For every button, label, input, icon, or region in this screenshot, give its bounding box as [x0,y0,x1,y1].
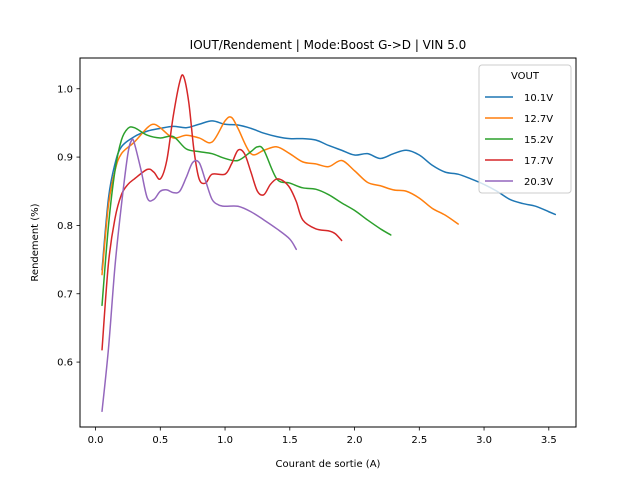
x-axis: 0.0 0.5 1.0 1.5 2.0 2.5 3.0 3.5 [88,427,557,446]
legend-label-12.7V: 12.7V [524,114,553,125]
x-tick-label: 3.0 [476,435,492,446]
series-line-15.2V [101,126,392,307]
y-tick-label: 0.6 [57,358,73,369]
series-line-12.7V [101,116,459,276]
legend-box [478,64,572,194]
y-tick-label: 0.9 [57,153,73,164]
x-axis-label: Courant de sortie (A) [276,459,381,470]
legend-entries: 10.1V 12.7V 15.2V 17.7V 20.3V [485,93,553,188]
y-tick-label: 1.0 [57,84,73,95]
x-tick-label: 0.5 [152,435,168,446]
legend-title: VOUT [511,71,540,82]
series-line-20.3V [101,138,298,413]
chart-title: IOUT/Rendement | Mode:Boost G->D | VIN 5… [190,38,467,52]
x-tick-label: 3.5 [541,435,557,446]
x-tick-label: 1.0 [217,435,233,446]
series-line-17.7V [101,74,343,351]
y-tick-label: 0.8 [57,221,73,232]
plot-frame [79,57,577,428]
axes-layer [79,57,577,428]
legend-label-15.2V: 15.2V [524,135,553,146]
y-tick-label: 0.7 [57,289,73,300]
legend-label-20.3V: 20.3V [524,177,553,188]
x-tick-label: 2.0 [347,435,363,446]
y-axis: 0.6 0.7 0.8 0.9 1.0 [57,84,80,369]
series-layer [101,74,557,413]
legend-label-17.7V: 17.7V [524,156,553,167]
x-tick-label: 0.0 [88,435,104,446]
legend: VOUT 10.1V 12.7V 15.2V 17.7V 20.3V [478,64,572,194]
y-axis-label: Rendement (%) [30,203,41,281]
legend-label-10.1V: 10.1V [524,93,553,104]
x-tick-label: 1.5 [282,435,298,446]
x-tick-label: 2.5 [411,435,427,446]
